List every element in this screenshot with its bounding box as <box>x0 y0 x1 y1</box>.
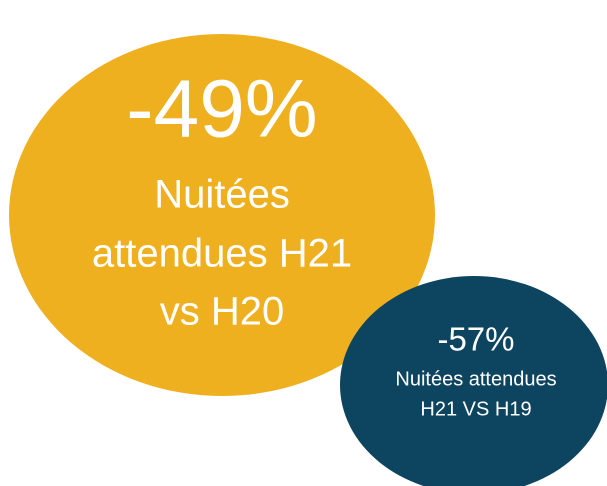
big-label-line: Nuitées <box>154 173 290 217</box>
small-bubble <box>340 276 607 486</box>
big-label-line: vs H20 <box>160 290 285 334</box>
small-label-line: H21 VS H19 <box>420 398 531 420</box>
big-value: -49% <box>126 64 317 155</box>
small-value: -57% <box>437 321 514 358</box>
big-bubble <box>9 34 435 396</box>
big-label-line: attendues H21 <box>92 232 352 276</box>
small-label-line: Nuitées attendues <box>395 368 556 390</box>
